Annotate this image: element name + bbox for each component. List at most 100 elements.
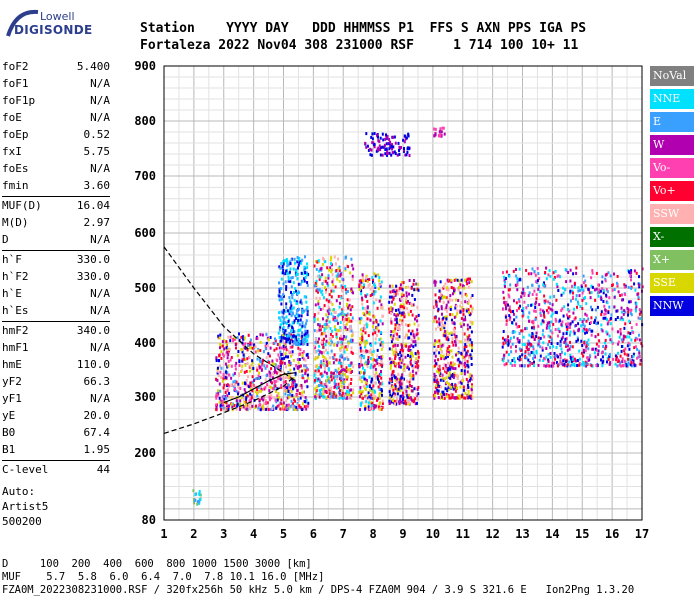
- echo-point: [508, 353, 510, 357]
- echo-point: [389, 401, 392, 405]
- echo-point: [585, 314, 588, 317]
- echo-point: [438, 299, 441, 303]
- echo-point: [401, 344, 403, 348]
- echo-point: [334, 368, 337, 372]
- echo-point: [509, 336, 512, 340]
- echo-point: [407, 324, 410, 328]
- echo-point: [451, 393, 454, 397]
- echo-point: [517, 306, 520, 310]
- echo-point: [317, 259, 320, 263]
- echo-point: [293, 379, 296, 383]
- echo-point: [614, 318, 617, 321]
- echo-point: [464, 354, 467, 358]
- echo-point: [598, 288, 601, 292]
- echo-point: [345, 335, 348, 339]
- echo-point: [466, 327, 469, 331]
- echo-point: [314, 369, 317, 373]
- echo-point: [522, 311, 525, 315]
- echo-point: [222, 373, 225, 377]
- echo-point: [329, 332, 332, 336]
- echo-point: [399, 382, 402, 386]
- echo-point: [616, 364, 619, 368]
- echo-point: [196, 500, 199, 504]
- echo-point: [364, 343, 367, 347]
- profile-traces: [163, 246, 296, 434]
- echo-point: [435, 348, 438, 352]
- echo-point: [405, 291, 408, 295]
- echo-point: [437, 307, 440, 311]
- echo-point: [587, 358, 590, 362]
- echo-point: [503, 275, 506, 279]
- plot-frame: [163, 65, 643, 521]
- echo-point: [286, 386, 288, 390]
- echo-point: [239, 402, 242, 406]
- echo-point: [303, 269, 306, 273]
- echo-point: [282, 333, 284, 337]
- echo-point: [283, 361, 286, 365]
- echo-point: [502, 342, 505, 346]
- echo-point: [543, 313, 545, 317]
- echo-point: [510, 350, 513, 354]
- echo-point: [306, 281, 309, 284]
- echo-point: [602, 345, 605, 348]
- echo-point: [607, 357, 610, 361]
- echo-point: [521, 353, 524, 357]
- echo-point: [446, 278, 449, 282]
- echo-point: [228, 384, 231, 388]
- echo-point: [255, 377, 258, 380]
- echo-point: [379, 391, 382, 395]
- echo-point: [604, 316, 607, 320]
- param-row: h`Es N/A: [2, 302, 110, 319]
- echo-point: [296, 315, 299, 319]
- param-separator: [2, 460, 110, 461]
- echo-point: [466, 359, 469, 363]
- echo-point: [300, 261, 303, 265]
- echo-point: [249, 392, 252, 396]
- echo-point: [630, 361, 633, 365]
- echo-point: [252, 366, 255, 370]
- echo-point: [453, 288, 456, 292]
- echo-point: [601, 329, 604, 333]
- echo-point: [339, 312, 342, 316]
- echo-point: [350, 346, 353, 350]
- echo-point: [408, 336, 411, 340]
- echo-point: [568, 360, 571, 364]
- echo-point: [469, 338, 472, 342]
- echo-point: [416, 328, 419, 332]
- echo-point: [453, 330, 456, 334]
- echo-point: [632, 331, 635, 335]
- echo-point: [603, 304, 606, 308]
- echo-point: [629, 274, 632, 278]
- echo-point: [297, 313, 299, 317]
- echo-point: [522, 290, 525, 293]
- echo-point: [251, 380, 254, 384]
- echo-point: [456, 278, 459, 282]
- echo-point: [379, 146, 382, 150]
- echo-point: [345, 375, 347, 379]
- echo-point: [234, 387, 237, 391]
- echo-point: [338, 358, 341, 362]
- echo-point: [461, 355, 464, 359]
- echo-point: [367, 334, 370, 338]
- echo-point: [537, 342, 540, 346]
- echo-point: [291, 387, 294, 391]
- echo-point: [307, 333, 310, 337]
- echo-point: [630, 271, 633, 275]
- echo-point: [352, 267, 355, 271]
- echo-point: [459, 304, 462, 308]
- echo-point: [453, 315, 456, 319]
- echo-point: [270, 408, 273, 411]
- echo-point: [336, 277, 339, 281]
- echo-point: [413, 298, 416, 301]
- echo-point: [377, 407, 380, 411]
- echo-point: [502, 359, 505, 363]
- echo-point: [465, 344, 468, 348]
- echo-point: [234, 367, 237, 371]
- echo-point: [619, 329, 622, 333]
- echo-point: [569, 355, 572, 359]
- echo-point: [292, 381, 295, 384]
- echo-point: [461, 306, 464, 310]
- echo-point: [330, 371, 333, 375]
- echo-point: [321, 392, 324, 396]
- echo-point: [446, 309, 448, 313]
